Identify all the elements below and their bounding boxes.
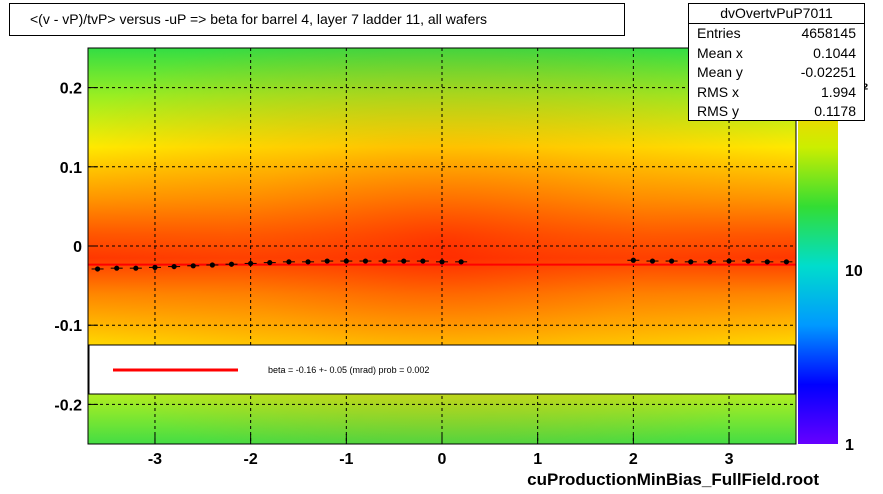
x-tick-label: -1 (339, 451, 353, 468)
x-tick-label: -2 (244, 451, 258, 468)
footer-filename: cuProductionMinBias_FullField.root (527, 470, 819, 489)
stats-row: Mean y -0.02251 (697, 64, 856, 80)
stats-name: dvOvertvPuP7011 (689, 4, 864, 24)
profile-point (401, 258, 407, 264)
profile-point (171, 263, 177, 270)
profile-point (458, 259, 464, 265)
profile-point (669, 258, 675, 264)
x-tick-label: -3 (148, 451, 162, 468)
x-tick-label: 3 (725, 451, 734, 468)
stats-row: RMS x 1.994 (697, 83, 856, 100)
profile-point (248, 260, 254, 267)
profile-point (688, 259, 694, 265)
profile-point (764, 259, 770, 265)
profile-point (152, 264, 158, 270)
profile-point (209, 262, 215, 268)
chart-title: <(v - vP)/tvP> versus -uP => beta for ba… (9, 3, 625, 36)
profile-point (133, 265, 139, 271)
profile-point (286, 259, 292, 265)
stats-row: Mean x 0.1044 (697, 44, 856, 61)
profile-point (630, 257, 636, 263)
x-tick-label: 2 (629, 451, 638, 468)
y-tick-label: -0.2 (54, 397, 82, 414)
x-tick-label: 0 (438, 451, 447, 468)
profile-point (649, 258, 656, 264)
profile-point (439, 259, 445, 265)
profile-point (343, 258, 349, 264)
profile-point (305, 259, 311, 265)
profile-point (381, 258, 388, 264)
legend-entry: beta = -0.16 +- 0.05 (mrad) prob = 0.002 (268, 365, 429, 375)
legend: beta = -0.16 +- 0.05 (mrad) prob = 0.002 (88, 344, 796, 395)
stats-box: dvOvertvPuP7011 Entries 4658145 Mean x 0.1… (688, 3, 865, 121)
x-tick-label: 1 (533, 451, 542, 468)
profile-point (228, 261, 235, 267)
stats-row: Entries 4658145 (697, 25, 856, 41)
profile-point (267, 260, 273, 266)
profile-point (745, 258, 751, 264)
profile-point (783, 259, 790, 265)
y-tick-label: 0 (73, 239, 82, 256)
y-tick-label: 0.1 (60, 160, 82, 177)
z-scale-label: 10 (845, 263, 863, 280)
profile-point (324, 258, 330, 264)
profile-point (94, 266, 101, 272)
z-scale-label: 1 (845, 437, 854, 454)
profile-point (190, 263, 196, 269)
profile-point (420, 258, 426, 264)
profile-point (726, 258, 732, 264)
y-tick-label: 0.2 (60, 81, 82, 98)
profile-point (362, 258, 369, 264)
y-tick-label: -0.1 (54, 318, 82, 335)
profile-point (707, 259, 713, 265)
profile-point (114, 265, 120, 271)
stats-row: RMS y 0.1178 (697, 103, 856, 119)
